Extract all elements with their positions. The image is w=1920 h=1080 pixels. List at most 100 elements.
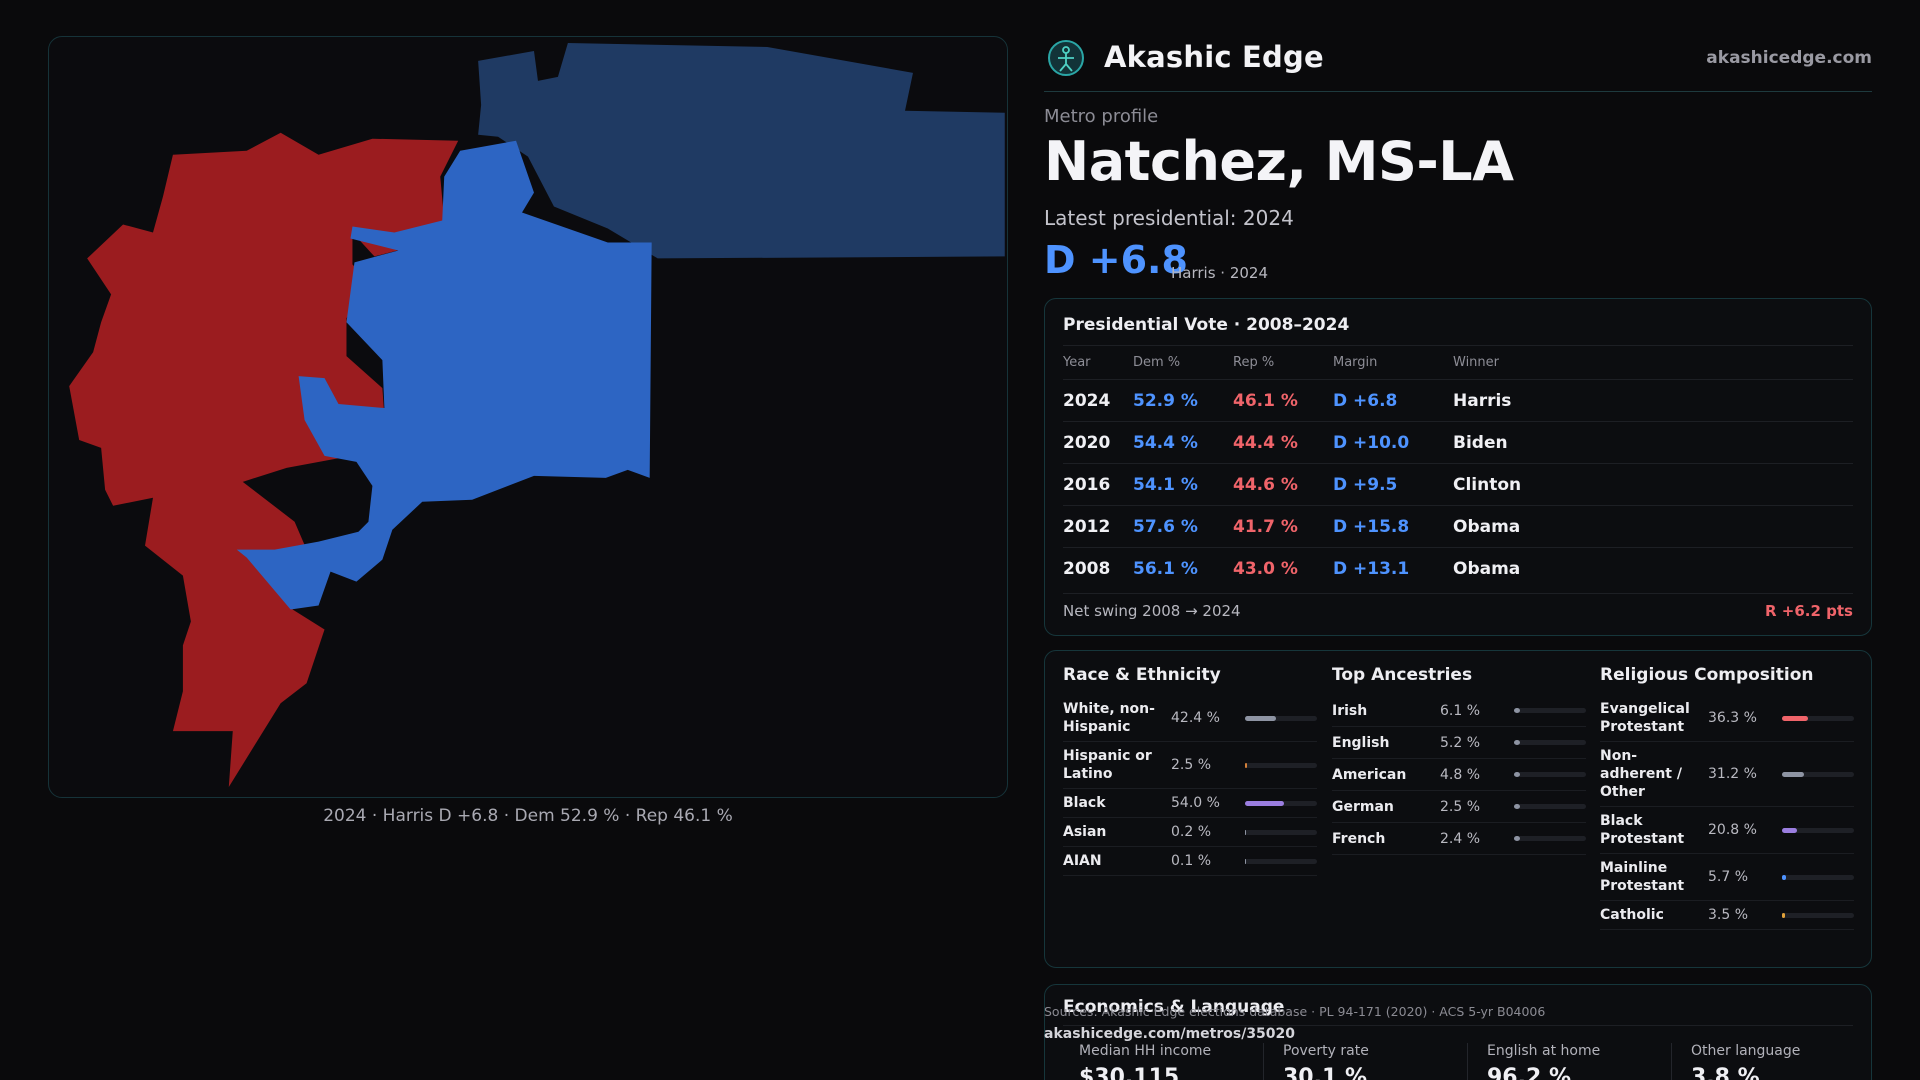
row-margin: D +13.1 <box>1333 558 1410 579</box>
race-row: Hispanic or Latino 2.5 % <box>1063 742 1317 789</box>
divider <box>1671 1043 1672 1080</box>
race-bar <box>1245 858 1317 864</box>
econ-label: Median HH income <box>1079 1043 1212 1059</box>
metro-map[interactable] <box>48 36 1008 798</box>
religion-value: 20.8 % <box>1708 822 1757 838</box>
religion-value: 3.5 % <box>1708 907 1749 923</box>
dark-blue-county[interactable] <box>478 42 1005 259</box>
row-year: 2020 <box>1063 432 1111 453</box>
brand-name[interactable]: Akashic Edge <box>1104 40 1324 74</box>
vote-card-title: Presidential Vote · 2008–2024 <box>1063 315 1350 335</box>
race-value: 0.1 % <box>1171 853 1212 869</box>
row-winner: Harris <box>1453 390 1512 411</box>
race-bar-fill <box>1245 829 1247 835</box>
ancestry-bar-fill <box>1514 708 1520 713</box>
race-bar-fill <box>1245 715 1276 721</box>
brand-url-link[interactable]: akashicedge.com <box>1706 48 1872 68</box>
brand-bar: Akashic Edge akashicedge.com <box>1044 34 1872 92</box>
row-margin: D +15.8 <box>1333 516 1410 537</box>
demographics-card: Race & Ethnicity White, non-Hispanic 42.4… <box>1044 650 1872 968</box>
ancestry-value: 2.5 % <box>1440 798 1481 815</box>
ancestry-label: American <box>1332 766 1407 783</box>
religion-value: 31.2 % <box>1708 766 1757 782</box>
econ-label: English at home <box>1487 1043 1601 1059</box>
race-value: 2.5 % <box>1171 757 1212 773</box>
religion-row: Evangelical Protestant 36.3 % <box>1600 695 1854 742</box>
row-winner: Biden <box>1453 432 1508 453</box>
divider <box>1063 1025 1853 1026</box>
religion-row: Black Protestant 20.8 % <box>1600 807 1854 854</box>
ancestry-value: 2.4 % <box>1440 830 1481 847</box>
religion-title: Religious Composition <box>1600 665 1814 685</box>
ancestry-label: French <box>1332 830 1386 847</box>
page-eyebrow: Metro profile <box>1044 106 1159 127</box>
race-bar <box>1245 829 1317 835</box>
religion-bar-fill <box>1782 874 1787 880</box>
row-rep: 44.4 % <box>1233 432 1298 453</box>
permalink[interactable]: akashicedge.com/metros/35020 <box>1044 1026 1296 1042</box>
net-swing-row: Net swing 2008 → 2024 R +6.2 pts <box>1063 593 1853 627</box>
econ-value: 30.1 % <box>1283 1065 1367 1080</box>
row-year: 2012 <box>1063 516 1111 537</box>
religion-value: 5.7 % <box>1708 869 1749 885</box>
religion-bar <box>1782 771 1854 777</box>
race-value: 54.0 % <box>1171 795 1220 811</box>
vote-table-header: Year Dem % Rep % Margin Winner <box>1063 345 1853 379</box>
row-dem: 54.1 % <box>1133 474 1198 495</box>
col-dem: Dem % <box>1133 355 1181 370</box>
race-row: Asian 0.2 % <box>1063 818 1317 847</box>
row-dem: 52.9 % <box>1133 390 1198 411</box>
race-label: White, non-Hispanic <box>1063 701 1155 735</box>
row-rep: 44.6 % <box>1233 474 1298 495</box>
religion-bar-fill <box>1782 715 1809 721</box>
race-bar <box>1245 762 1317 768</box>
race-bar-fill <box>1245 762 1247 768</box>
map-caption: 2024 · Harris D +6.8 · Dem 52.9 % · Rep … <box>323 806 733 826</box>
row-winner: Obama <box>1453 516 1521 537</box>
ancestry-row: German 2.5 % <box>1332 791 1586 823</box>
ancestry-row: American 4.8 % <box>1332 759 1586 791</box>
ancestry-label: Irish <box>1332 702 1368 719</box>
religion-list: Evangelical Protestant 36.3 % Non-adherent… <box>1600 695 1854 930</box>
ancestry-value: 4.8 % <box>1440 766 1481 783</box>
col-rep: Rep % <box>1233 355 1275 370</box>
religion-bar <box>1782 827 1854 833</box>
row-rep: 41.7 % <box>1233 516 1298 537</box>
table-row: 2008 56.1 % 43.0 % D +13.1 Obama <box>1063 547 1853 589</box>
religion-bar <box>1782 715 1854 721</box>
race-label: Hispanic or Latino <box>1063 748 1152 782</box>
county-map-svg <box>69 42 1005 788</box>
red-county[interactable] <box>69 132 459 788</box>
ancestry-list: Irish 6.1 % English 5.2 % American 4.8 % Germa… <box>1332 695 1586 855</box>
ancestry-bar-fill <box>1514 740 1520 745</box>
row-year: 2024 <box>1063 390 1111 411</box>
col-year: Year <box>1063 355 1091 370</box>
globe-figure-icon[interactable] <box>1046 38 1086 78</box>
econ-value: $30,115 <box>1079 1065 1180 1080</box>
religion-bar-fill <box>1782 771 1805 777</box>
row-rep: 46.1 % <box>1233 390 1298 411</box>
blue-county[interactable] <box>236 140 652 610</box>
row-winner: Clinton <box>1453 474 1522 495</box>
race-value: 0.2 % <box>1171 824 1212 840</box>
race-label: AIAN <box>1063 853 1102 869</box>
race-bar <box>1245 715 1317 721</box>
econ-label: Poverty rate <box>1283 1043 1369 1059</box>
ancestry-bar-fill <box>1514 804 1520 809</box>
table-row: 2020 54.4 % 44.4 % D +10.0 Biden <box>1063 421 1853 463</box>
ancestry-bar <box>1514 804 1586 809</box>
vote-table: Year Dem % Rep % Margin Winner 2024 52.9… <box>1063 345 1853 589</box>
col-margin: Margin <box>1333 355 1378 370</box>
row-dem: 54.4 % <box>1133 432 1198 453</box>
headline-margin-subtitle: Harris · 2024 <box>1171 264 1269 282</box>
ancestry-label: German <box>1332 798 1394 815</box>
latest-presidential-label: Latest presidential: 2024 <box>1044 206 1294 230</box>
row-dem: 57.6 % <box>1133 516 1198 537</box>
race-row: AIAN 0.1 % <box>1063 847 1317 876</box>
ancestry-bar-fill <box>1514 772 1520 777</box>
row-year: 2016 <box>1063 474 1111 495</box>
ancestries-section: Top Ancestries Irish 6.1 % English 5.2 % Ame… <box>1332 665 1586 855</box>
ancestry-title: Top Ancestries <box>1332 665 1473 685</box>
ancestry-row: Irish 6.1 % <box>1332 695 1586 727</box>
religion-bar <box>1782 874 1854 880</box>
